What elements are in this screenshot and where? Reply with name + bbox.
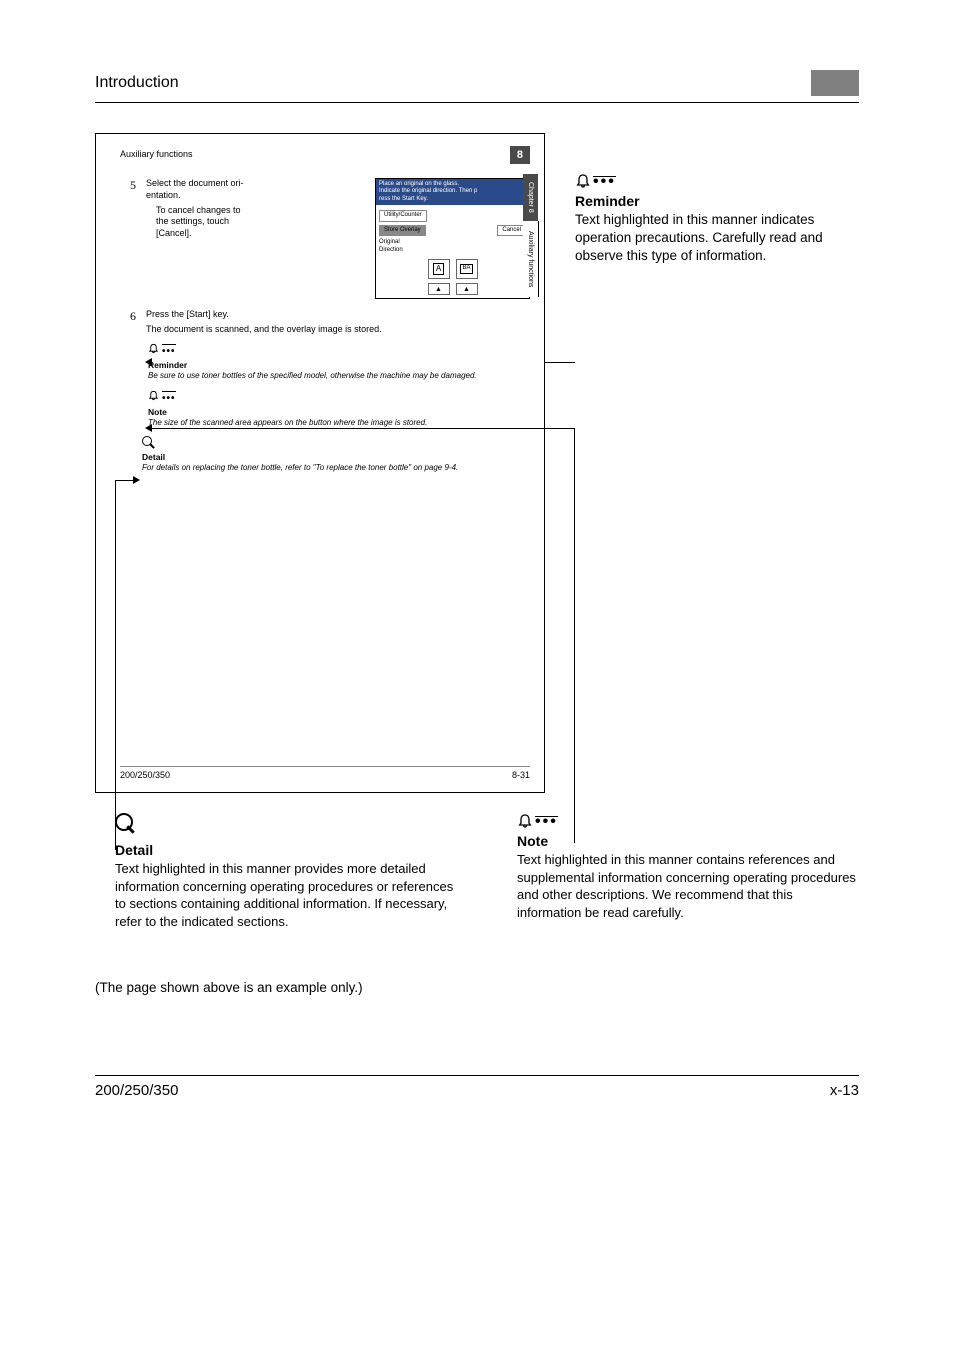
inner-reminder-body: Be sure to use toner bottles of the spec… (148, 371, 530, 381)
bottom-callouts: Detail Text highlighted in this manner p… (95, 813, 859, 930)
ext-note-body: Text highlighted in this manner contains… (517, 851, 859, 921)
step-5: 5 Select the document ori- entation. To … (120, 178, 530, 299)
orig-dir-label1: Original (379, 239, 526, 247)
manual-footer-left: 200/250/350 (120, 770, 170, 782)
pointer-line (545, 428, 575, 429)
ext-note-title: Note (517, 833, 859, 849)
pointer-line (152, 428, 545, 429)
dots-icon: ••• (162, 344, 176, 358)
step-6-number: 6 (120, 309, 136, 335)
ext-reminder-title: Reminder (575, 193, 859, 209)
orientation-icon-3: ▲ (428, 283, 450, 295)
inner-reminder-title: Reminder (148, 360, 530, 371)
pointer-line (115, 480, 135, 481)
example-note: (The page shown above is an example only… (95, 980, 859, 995)
orientation-icon-ba: BA (456, 259, 478, 279)
bell-icon (148, 390, 159, 401)
dots-icon: ••• (535, 816, 558, 829)
step-6: 6 Press the [Start] key. The document is… (120, 309, 530, 335)
ext-note: ••• Note Text highlighted in this manner… (517, 813, 859, 930)
side-tabs: Chapter 8 Auxiliary functions (523, 174, 545, 297)
footer-right: x-13 (830, 1082, 859, 1099)
page-footer: 200/250/350 x-13 (95, 1075, 859, 1099)
step-5-number: 5 (120, 178, 136, 299)
content-area: Auxiliary functions 8 5 Select the docum… (95, 133, 859, 793)
section-tab: Auxiliary functions (523, 221, 539, 297)
inner-detail-body: For details on replacing the toner bottl… (142, 463, 530, 473)
header-title: Introduction (95, 74, 179, 92)
chapter-tab: Chapter 8 (523, 174, 538, 221)
inner-detail-title: Detail (142, 452, 530, 463)
inner-note-body: The size of the scanned area appears on … (148, 418, 530, 428)
step-6-text: Press the [Start] key. The document is s… (146, 309, 530, 335)
inner-detail: Detail For details on replacing the tone… (142, 436, 530, 473)
cancel-btn: Cancel (497, 225, 526, 237)
ext-reminder: ••• Reminder Text highlighted in this ma… (575, 173, 859, 266)
dialog-screenshot: Place an original on the glass. Indicate… (375, 178, 530, 299)
ext-detail-title: Detail (115, 842, 457, 858)
header-block (811, 70, 859, 96)
bell-icon (517, 813, 533, 829)
right-callout-column: ••• Reminder Text highlighted in this ma… (545, 133, 859, 793)
ext-reminder-body: Text highlighted in this manner indicate… (575, 211, 859, 266)
manual-header: Auxiliary functions 8 (120, 146, 530, 164)
inner-note: ••• Note The size of the scanned area ap… (148, 390, 530, 428)
manual-footer: 200/250/350 8-31 (120, 766, 530, 782)
magnifier-icon (115, 813, 133, 831)
magnifier-icon (142, 436, 153, 447)
bell-icon (148, 343, 159, 354)
store-overlay-btn: Store Overlay (379, 225, 426, 237)
pointer-line (115, 480, 116, 850)
manual-footer-right: 8-31 (512, 770, 530, 782)
inner-note-title: Note (148, 407, 530, 418)
page-header: Introduction (95, 70, 859, 103)
arrow-left-icon (145, 358, 152, 366)
step-5-text: Select the document ori- entation. To ca… (146, 178, 365, 299)
ext-detail: Detail Text highlighted in this manner p… (115, 813, 457, 930)
inner-reminder: ••• Reminder Be sure to use toner bottle… (148, 343, 530, 381)
pointer-line (574, 428, 575, 843)
dialog-header: Place an original on the glass. Indicate… (376, 179, 529, 205)
pointer-line (545, 362, 575, 363)
dots-icon: ••• (162, 391, 176, 405)
utility-counter-label: Utility/Counter (379, 210, 427, 222)
footer-left: 200/250/350 (95, 1082, 178, 1099)
manual-header-text: Auxiliary functions (120, 149, 193, 161)
ext-detail-body: Text highlighted in this manner provides… (115, 860, 457, 930)
chapter-badge: 8 (510, 146, 530, 164)
arrow-left-icon (145, 424, 152, 432)
orientation-icon-4: ▲ (456, 283, 478, 295)
orientation-icon-a: A (428, 259, 450, 279)
bell-icon (575, 173, 591, 189)
manual-page-frame: Auxiliary functions 8 5 Select the docum… (95, 133, 545, 793)
dots-icon: ••• (593, 176, 616, 189)
orig-dir-label2: Direction (379, 247, 526, 255)
